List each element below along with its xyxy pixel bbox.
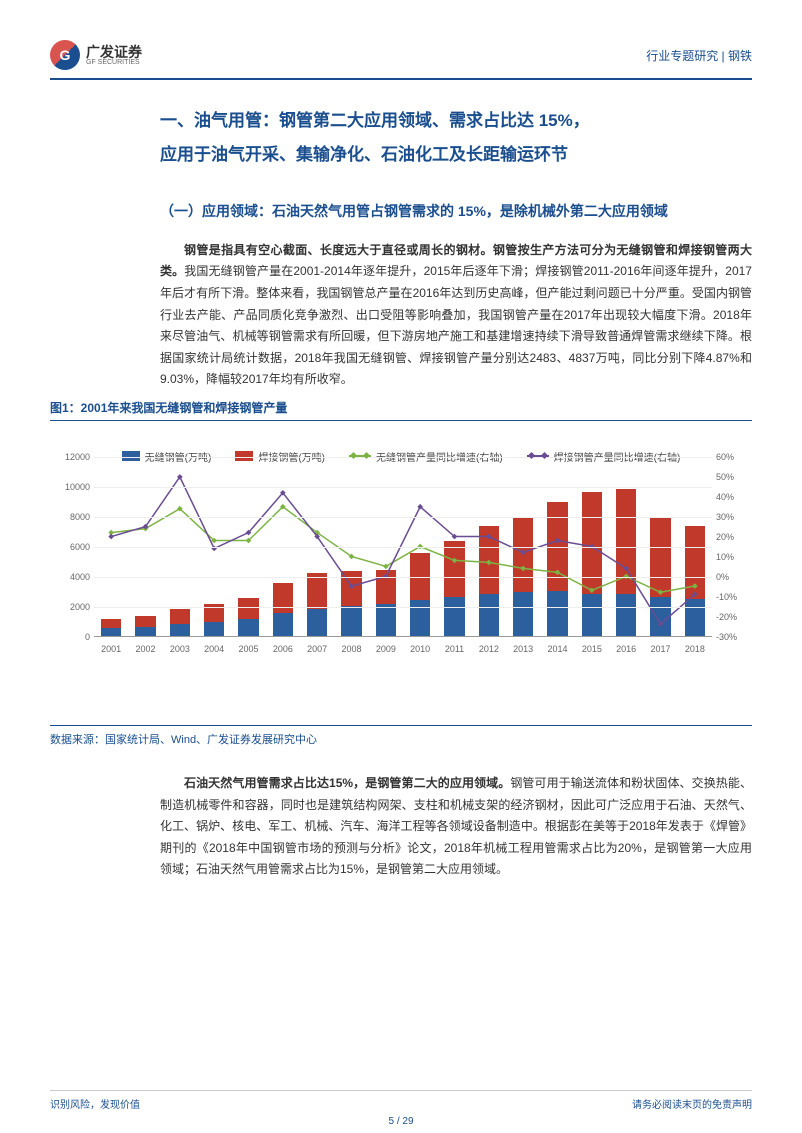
page-number: 5 / 29	[0, 1116, 802, 1127]
breadcrumb: 行业专题研究 | 钢铁	[646, 47, 752, 64]
page-total: 29	[402, 1116, 413, 1127]
logo-en: GF SECURITIES	[86, 59, 142, 66]
y-left-tick: 4000	[54, 572, 90, 582]
logo: G 广发证券 GF SECURITIES	[50, 40, 142, 70]
line-welded-growth	[111, 477, 695, 624]
para2-lead: 石油天然气用管需求占比达15%，是钢管第二大的应用领域。	[184, 776, 510, 790]
data-source-label: 数据来源：	[50, 734, 105, 746]
x-tick: 2010	[410, 644, 430, 654]
y-left-tick: 10000	[54, 482, 90, 492]
figure-title: 图1：2001年来我国无缝钢管和焊接钢管产量	[50, 399, 752, 421]
y-left-tick: 2000	[54, 602, 90, 612]
y-right-tick: -10%	[716, 592, 750, 602]
x-tick: 2016	[616, 644, 636, 654]
x-tick: 2014	[547, 644, 567, 654]
y-left-tick: 12000	[54, 452, 90, 462]
y-left-tick: 8000	[54, 512, 90, 522]
x-tick: 2013	[513, 644, 533, 654]
x-tick: 2017	[650, 644, 670, 654]
y-right-tick: -30%	[716, 632, 750, 642]
footer-left: 识别风险，发现价值	[50, 1096, 140, 1111]
x-tick: 2008	[341, 644, 361, 654]
y-right-tick: 40%	[716, 492, 750, 502]
section-title: 一、油气用管：钢管第二大应用领域、需求占比达 15%， 应用于油气开采、集输净化…	[160, 104, 752, 172]
logo-cn: 广发证券	[86, 45, 142, 59]
title-line-2: 应用于油气开采、集输净化、石油化工及长距输运环节	[160, 138, 752, 172]
x-tick: 2018	[685, 644, 705, 654]
page-header: G 广发证券 GF SECURITIES 行业专题研究 | 钢铁	[50, 40, 752, 80]
subsection-heading: （一）应用领域：石油天然气用管占钢管需求的 15%，是除机械外第二大应用领域	[160, 200, 752, 224]
gf-logo-icon: G	[50, 40, 80, 70]
footer-right: 请务必阅读末页的免责声明	[632, 1096, 752, 1111]
y-right-tick: 0%	[716, 572, 750, 582]
y-right-tick: 20%	[716, 532, 750, 542]
data-source-text: 国家统计局、Wind、广发证券发展研究中心	[105, 734, 317, 746]
x-tick: 2009	[376, 644, 396, 654]
title-line-1: 一、油气用管：钢管第二大应用领域、需求占比达 15%，	[160, 104, 752, 138]
y-right-tick: 10%	[716, 552, 750, 562]
x-tick: 2007	[307, 644, 327, 654]
y-right-tick: 50%	[716, 472, 750, 482]
x-tick: 2002	[135, 644, 155, 654]
y-left-tick: 0	[54, 632, 90, 642]
page-footer: 识别风险，发现价值 请务必阅读末页的免责声明	[50, 1090, 752, 1111]
y-right-tick: 60%	[716, 452, 750, 462]
x-tick: 2005	[238, 644, 258, 654]
data-source: 数据来源：国家统计局、Wind、广发证券发展研究中心	[50, 725, 752, 747]
y-left-tick: 6000	[54, 542, 90, 552]
x-tick: 2012	[479, 644, 499, 654]
line-seamless-growth	[111, 507, 695, 593]
y-right-tick: 30%	[716, 512, 750, 522]
chart-figure-1: 0 2000 4000 6000 8000 10000 12000 -30% -20% -10% 0…	[50, 449, 752, 719]
paragraph-1: 钢管是指具有空心截面、长度远大于直径或周长的钢材。钢管按生产方法可分为无缝钢管和…	[160, 240, 752, 391]
paragraph-2: 石油天然气用管需求占比达15%，是钢管第二大的应用领域。钢管可用于输送流体和粉状…	[160, 773, 752, 881]
x-tick: 2015	[582, 644, 602, 654]
para2-rest: 钢管可用于输送流体和粉状固体、交换热能、制造机械零件和容器，同时也是建筑结构网架…	[160, 776, 752, 876]
x-tick: 2011	[445, 644, 464, 654]
para1-rest: 我国无缝钢管产量在2001-2014年逐年提升，2015年后逐年下滑；焊接钢管2…	[160, 264, 752, 386]
x-tick: 2004	[204, 644, 224, 654]
x-tick: 2006	[273, 644, 293, 654]
x-tick: 2003	[170, 644, 190, 654]
y-right-tick: -20%	[716, 612, 750, 622]
x-tick: 2001	[101, 644, 121, 654]
